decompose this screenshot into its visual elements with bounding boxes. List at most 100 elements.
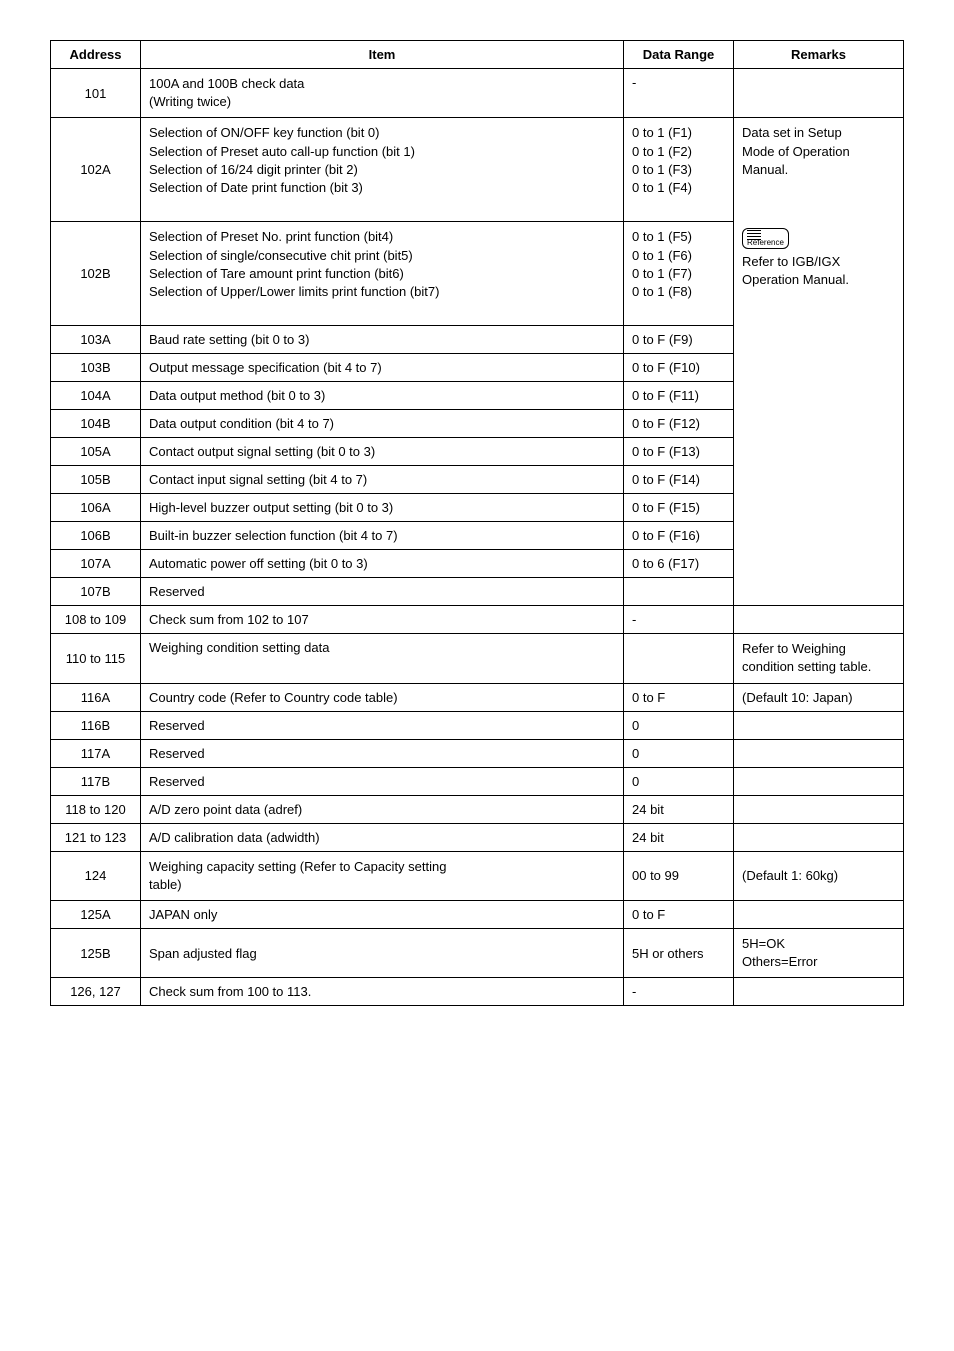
cell-remarks: (Default 10: Japan) (734, 683, 904, 711)
cell-range: 24 bit (624, 823, 734, 851)
cell-range: 0 to F (F12) (624, 410, 734, 438)
cell-range: 0 to F (624, 683, 734, 711)
text: Selection of Upper/Lower limits print fu… (149, 284, 439, 299)
table-row: 103A Baud rate setting (bit 0 to 3) 0 to… (51, 326, 904, 354)
table-row: 106A High-level buzzer output setting (b… (51, 494, 904, 522)
text: Selection of Tare amount print function … (149, 266, 404, 281)
cell-address: 106A (51, 494, 141, 522)
text: 0 to 1 (F4) (632, 180, 692, 195)
text: Data set in Setup (742, 125, 842, 140)
text: Others=Error (742, 954, 818, 969)
cell-address: 126, 127 (51, 978, 141, 1006)
cell-remarks: Data set in Setup Mode of Operation Manu… (734, 118, 904, 222)
cell-item: Country code (Refer to Country code tabl… (141, 683, 624, 711)
cell-item: Weighing capacity setting (Refer to Capa… (141, 851, 624, 900)
text: Refer to IGB/IGX (742, 254, 840, 269)
cell-remarks (734, 494, 904, 522)
header-range: Data Range (624, 41, 734, 69)
cell-remarks (734, 901, 904, 929)
cell-remarks (734, 795, 904, 823)
cell-remarks (734, 606, 904, 634)
cell-range: 0 (624, 711, 734, 739)
text: 0 to 1 (F2) (632, 144, 692, 159)
cell-address: 116A (51, 683, 141, 711)
cell-remarks (734, 326, 904, 354)
table-row: 106B Built-in buzzer selection function … (51, 522, 904, 550)
cell-range: 0 to 6 (F17) (624, 550, 734, 578)
table-row: 102B Selection of Preset No. print funct… (51, 222, 904, 326)
table-row: 103B Output message specification (bit 4… (51, 354, 904, 382)
cell-remarks (734, 739, 904, 767)
table-row: 102A Selection of ON/OFF key function (b… (51, 118, 904, 222)
cell-item: Baud rate setting (bit 0 to 3) (141, 326, 624, 354)
text: 0 to 1 (F1) (632, 125, 692, 140)
cell-remarks (734, 578, 904, 606)
cell-item: Reserved (141, 578, 624, 606)
text: Selection of Date print function (bit 3) (149, 180, 363, 195)
cell-item: Automatic power off setting (bit 0 to 3) (141, 550, 624, 578)
cell-range: 5H or others (624, 929, 734, 978)
table-row: 107B Reserved (51, 578, 904, 606)
cell-remarks (734, 978, 904, 1006)
cell-item: A/D calibration data (adwidth) (141, 823, 624, 851)
data-table: Address Item Data Range Remarks 101 100A… (50, 40, 904, 1006)
text: 0 to 1 (F6) (632, 248, 692, 263)
cell-range: 24 bit (624, 795, 734, 823)
text: Selection of 16/24 digit printer (bit 2) (149, 162, 358, 177)
cell-item: Contact input signal setting (bit 4 to 7… (141, 466, 624, 494)
cell-remarks (734, 711, 904, 739)
cell-item: 100A and 100B check data (Writing twice) (141, 69, 624, 118)
text: 100A and 100B check data (149, 76, 304, 91)
cell-address: 103A (51, 326, 141, 354)
table-row: 121 to 123 A/D calibration data (adwidth… (51, 823, 904, 851)
text: Selection of ON/OFF key function (bit 0) (149, 125, 379, 140)
cell-item: Check sum from 100 to 113. (141, 978, 624, 1006)
cell-range: 0 to 1 (F1) 0 to 1 (F2) 0 to 1 (F3) 0 to… (624, 118, 734, 222)
cell-item: Span adjusted flag (141, 929, 624, 978)
table-row: 110 to 115 Weighing condition setting da… (51, 634, 904, 683)
text: Mode of Operation (742, 144, 850, 159)
reference-icon: Reference (742, 228, 789, 249)
cell-item: Selection of Preset No. print function (… (141, 222, 624, 326)
cell-address: 108 to 109 (51, 606, 141, 634)
cell-item: Output message specification (bit 4 to 7… (141, 354, 624, 382)
cell-address: 106B (51, 522, 141, 550)
cell-range: - (624, 69, 734, 118)
cell-range: 0 to F (F16) (624, 522, 734, 550)
cell-range: 0 to F (F15) (624, 494, 734, 522)
text: Selection of Preset auto call-up functio… (149, 144, 415, 159)
text: 0 to 1 (F7) (632, 266, 692, 281)
cell-address: 102B (51, 222, 141, 326)
cell-remarks (734, 550, 904, 578)
cell-item: A/D zero point data (adref) (141, 795, 624, 823)
cell-item: Built-in buzzer selection function (bit … (141, 522, 624, 550)
table-row: 124 Weighing capacity setting (Refer to … (51, 851, 904, 900)
cell-range: 0 to F (F10) (624, 354, 734, 382)
cell-address: 107A (51, 550, 141, 578)
cell-remarks (734, 382, 904, 410)
cell-address: 102A (51, 118, 141, 222)
cell-remarks (734, 466, 904, 494)
cell-address: 116B (51, 711, 141, 739)
header-item: Item (141, 41, 624, 69)
cell-address: 105B (51, 466, 141, 494)
cell-item: Contact output signal setting (bit 0 to … (141, 438, 624, 466)
cell-address: 117B (51, 767, 141, 795)
cell-address: 105A (51, 438, 141, 466)
cell-range: - (624, 978, 734, 1006)
cell-address: 125A (51, 901, 141, 929)
text: (Writing twice) (149, 94, 231, 109)
table-row: 125B Span adjusted flag 5H or others 5H=… (51, 929, 904, 978)
table-row: 108 to 109 Check sum from 102 to 107 - (51, 606, 904, 634)
cell-remarks (734, 823, 904, 851)
cell-range: 0 to F (F9) (624, 326, 734, 354)
cell-item: High-level buzzer output setting (bit 0 … (141, 494, 624, 522)
cell-range: 0 to 1 (F5) 0 to 1 (F6) 0 to 1 (F7) 0 to… (624, 222, 734, 326)
text: Operation Manual. (742, 272, 849, 287)
table-row: 105B Contact input signal setting (bit 4… (51, 466, 904, 494)
text: Refer to Weighing (742, 641, 846, 656)
table-row: 104A Data output method (bit 0 to 3) 0 t… (51, 382, 904, 410)
cell-remarks: Reference Refer to IGB/IGX Operation Man… (734, 222, 904, 326)
table-header-row: Address Item Data Range Remarks (51, 41, 904, 69)
table-row: 105A Contact output signal setting (bit … (51, 438, 904, 466)
